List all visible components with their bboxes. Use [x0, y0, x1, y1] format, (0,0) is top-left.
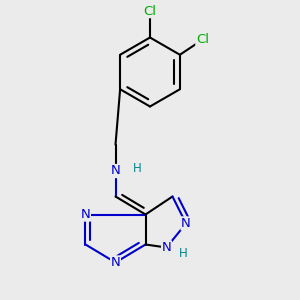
Text: N: N [111, 164, 120, 178]
Text: Cl: Cl [143, 4, 157, 18]
Text: H: H [178, 247, 188, 260]
Text: N: N [181, 217, 191, 230]
Text: N: N [81, 208, 90, 221]
Text: N: N [111, 256, 120, 269]
Text: N: N [162, 241, 171, 254]
Text: H: H [133, 162, 142, 175]
Text: Cl: Cl [196, 33, 209, 46]
